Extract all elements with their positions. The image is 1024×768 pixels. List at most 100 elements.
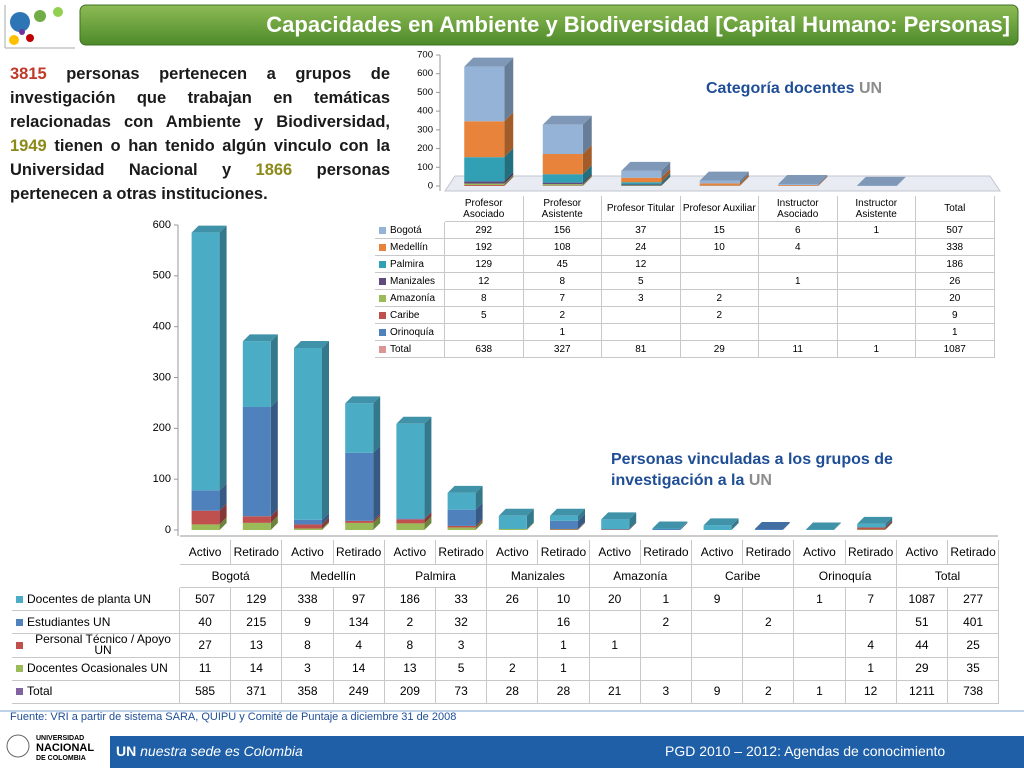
bar xyxy=(542,174,583,183)
bar-top xyxy=(498,508,534,516)
chart-title: Categoría docentes UN xyxy=(706,80,882,98)
cell-text: Retirado xyxy=(233,544,279,559)
bar xyxy=(447,492,476,510)
bar xyxy=(396,423,425,519)
data-cell: 5 xyxy=(445,307,524,324)
bar-side xyxy=(818,174,828,186)
legend-swatch xyxy=(379,277,386,285)
cell-text: Instructor Asistente xyxy=(855,197,898,220)
cell-text: Profesor Asistente xyxy=(541,197,583,220)
bar-top xyxy=(294,341,329,349)
bar-side xyxy=(582,173,592,185)
legend-swatch xyxy=(16,595,23,603)
cell-text: 14 xyxy=(352,661,366,676)
cell-text: Personal Técnico / Apoyo UN xyxy=(35,632,171,658)
cell-text: 5 xyxy=(480,309,487,321)
data-cell: 14 xyxy=(231,657,283,681)
cell-text: 5 xyxy=(637,275,644,287)
data-cell xyxy=(589,657,641,681)
bar-side xyxy=(504,57,514,122)
cell-text: 4 xyxy=(794,241,801,253)
bar-top xyxy=(550,508,585,516)
data-cell: 13 xyxy=(384,657,436,681)
data-cell xyxy=(837,239,916,256)
y-tick-label: 600 xyxy=(417,68,433,79)
data-cell: 108 xyxy=(523,239,602,256)
cell-text: 1 xyxy=(662,591,670,606)
data-cell xyxy=(759,307,838,324)
cell-text: 507 xyxy=(946,224,964,236)
data-cell xyxy=(692,657,744,681)
bar xyxy=(601,519,630,530)
bar-side xyxy=(373,513,381,523)
legend-swatch xyxy=(379,345,386,353)
category-label: Retirado xyxy=(845,540,897,565)
bar-side xyxy=(526,508,534,529)
cell-text: 738 xyxy=(963,684,984,699)
cell-text: 35 xyxy=(966,661,980,676)
cell-text: Activo xyxy=(700,544,734,559)
bar xyxy=(396,523,425,530)
bar-side xyxy=(526,521,534,530)
bar-side xyxy=(424,516,432,530)
data-cell: 51 xyxy=(896,611,948,635)
data-cell: 11 xyxy=(180,657,232,681)
bar xyxy=(447,527,476,530)
cell-text: 9 xyxy=(951,309,958,321)
bar-side xyxy=(270,334,278,407)
bar xyxy=(542,153,583,175)
cell-text: Total xyxy=(27,684,53,699)
data-cell: 129 xyxy=(445,256,524,273)
cell-text: Retirado xyxy=(438,544,484,559)
data-cell xyxy=(845,611,897,635)
legend-entry: Orinoquía xyxy=(375,324,445,341)
cell-text: 1 xyxy=(951,326,958,338)
data-cell: 1 xyxy=(759,273,838,290)
cell-text: 192 xyxy=(475,241,493,253)
data-cell: 24 xyxy=(602,239,681,256)
data-cell: 1 xyxy=(538,657,590,681)
data-cell: 134 xyxy=(333,611,385,635)
bar-top xyxy=(806,522,841,530)
cell-text: 81 xyxy=(635,343,647,355)
data-cell xyxy=(837,324,916,341)
cell-text: 401 xyxy=(963,614,984,629)
cell-text: 249 xyxy=(348,684,369,699)
cell-text: 5 xyxy=(457,661,465,676)
cell-text: 338 xyxy=(946,241,964,253)
data-cell: 4 xyxy=(333,634,385,658)
text: personas pertenecen a grupos de investig… xyxy=(10,65,390,131)
bar xyxy=(699,180,740,184)
data-cell xyxy=(692,634,744,658)
logo-box xyxy=(4,728,104,766)
bar xyxy=(699,183,740,186)
bar-side xyxy=(661,176,671,186)
bar-side xyxy=(578,508,585,521)
legend-swatch xyxy=(379,260,386,268)
data-cell: 3 xyxy=(640,680,692,704)
bar xyxy=(550,515,578,521)
category-label: Activo xyxy=(896,540,948,565)
cell-text: 12 xyxy=(635,258,647,270)
category-label: Retirado xyxy=(640,540,692,565)
bar xyxy=(294,528,322,530)
bar-side xyxy=(885,520,893,530)
cell-text: Caribe xyxy=(390,309,420,321)
data-cell: 20 xyxy=(916,290,995,307)
title-highlight: UN xyxy=(858,80,883,97)
title-text: Categoría docentes xyxy=(706,80,855,97)
data-cell: 1087 xyxy=(916,341,995,358)
data-cell: 12 xyxy=(602,256,681,273)
cell-text: 9 xyxy=(713,591,721,606)
bar xyxy=(754,528,783,530)
cell-text: Amazonía xyxy=(613,568,668,583)
data-cell: 1 xyxy=(794,680,846,704)
bar-side xyxy=(219,503,227,525)
cell-text: 73 xyxy=(454,684,468,699)
cell-text: 1 xyxy=(873,224,880,236)
bar xyxy=(464,66,505,122)
data-cell: 9 xyxy=(692,680,744,704)
data-cell: 215 xyxy=(231,611,283,635)
y-tick-label: 0 xyxy=(428,181,433,192)
data-cell xyxy=(640,634,692,658)
